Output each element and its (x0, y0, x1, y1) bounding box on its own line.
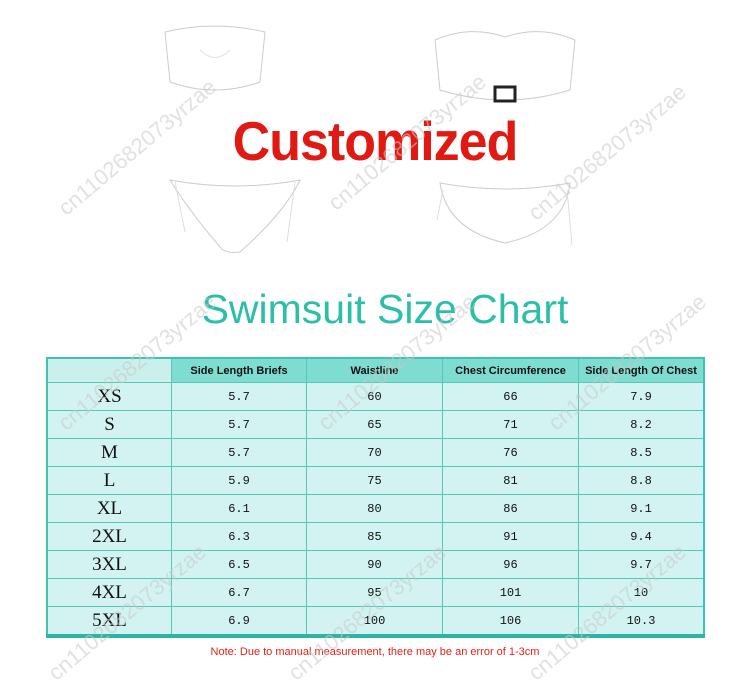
page-title: Swimsuit Size Chart (201, 286, 569, 332)
size-label: 5XL (46, 606, 172, 637)
column-header: Waistline (306, 357, 443, 383)
table-cell: 70 (306, 438, 443, 467)
table-cell: 5.7 (171, 410, 307, 439)
table-cell: 80 (306, 494, 443, 523)
table-row: XS 5.7 60 66 7.9 (46, 382, 705, 411)
measurement-note: Note: Due to manual measurement, there m… (210, 646, 540, 658)
column-header: Side Length Of Chest (578, 357, 705, 383)
table-row: L 5.9 75 81 8.8 (46, 466, 705, 495)
table-row: 4XL 6.7 95 101 10 (46, 578, 705, 607)
size-label: 4XL (46, 578, 172, 607)
size-label: L (46, 466, 172, 495)
table-cell: 8.8 (578, 466, 705, 495)
table-cell: 9.1 (578, 494, 705, 523)
table-cell: 5.9 (171, 466, 307, 495)
table-cell: 81 (442, 466, 579, 495)
table-row: S 5.7 65 71 8.2 (46, 410, 705, 439)
table-cell: 95 (306, 578, 443, 607)
table-cell: 85 (306, 522, 443, 551)
table-cell: 6.7 (171, 578, 307, 607)
table-cell: 65 (306, 410, 443, 439)
table-cell: 86 (442, 494, 579, 523)
table-cell: 96 (442, 550, 579, 579)
table-cell: 6.9 (171, 606, 307, 637)
table-cell: 71 (442, 410, 579, 439)
customized-badge: Customized (232, 111, 519, 173)
table-row: XL 6.1 80 86 9.1 (46, 494, 705, 523)
bandeau-top-front-image (164, 25, 266, 91)
table-header-row: Side Length Briefs Waistline Chest Circu… (46, 357, 705, 383)
column-header: Chest Circumference (442, 357, 579, 383)
size-label: 3XL (46, 550, 172, 579)
table-cell: 9.4 (578, 522, 705, 551)
table-cell: 7.9 (578, 382, 705, 411)
table-cell: 6.5 (171, 550, 307, 579)
table-row: 2XL 6.3 85 91 9.4 (46, 522, 705, 551)
table-cell: 9.7 (578, 550, 705, 579)
bikini-bottom-back-image (436, 182, 573, 246)
size-label: XL (46, 494, 172, 523)
column-header (46, 357, 172, 383)
table-cell: 106 (442, 606, 579, 637)
table-cell: 5.7 (171, 438, 307, 467)
table-cell: 8.5 (578, 438, 705, 467)
table-row: 3XL 6.5 90 96 9.7 (46, 550, 705, 579)
table-row: M 5.7 70 76 8.5 (46, 438, 705, 467)
table-cell: 75 (306, 466, 443, 495)
size-label: XS (46, 382, 172, 411)
table-cell: 100 (306, 606, 443, 637)
table-cell: 5.7 (171, 382, 307, 411)
size-chart-table: Side Length Briefs Waistline Chest Circu… (46, 357, 705, 638)
table-cell: 60 (306, 382, 443, 411)
table-cell: 76 (442, 438, 579, 467)
size-label: M (46, 438, 172, 467)
table-cell: 66 (442, 382, 579, 411)
table-cell: 8.2 (578, 410, 705, 439)
table-cell: 10.3 (578, 606, 705, 637)
size-label: 2XL (46, 522, 172, 551)
size-label: S (46, 410, 172, 439)
table-cell: 6.3 (171, 522, 307, 551)
table-row: 5XL 6.9 100 106 10.3 (46, 606, 705, 637)
table-cell: 90 (306, 550, 443, 579)
bandeau-top-back-image (434, 31, 576, 103)
table-cell: 101 (442, 578, 579, 607)
column-header: Side Length Briefs (171, 357, 307, 383)
table-cell: 6.1 (171, 494, 307, 523)
table-cell: 91 (442, 522, 579, 551)
bikini-bottom-front-image (168, 179, 301, 253)
table-cell: 10 (578, 578, 705, 607)
